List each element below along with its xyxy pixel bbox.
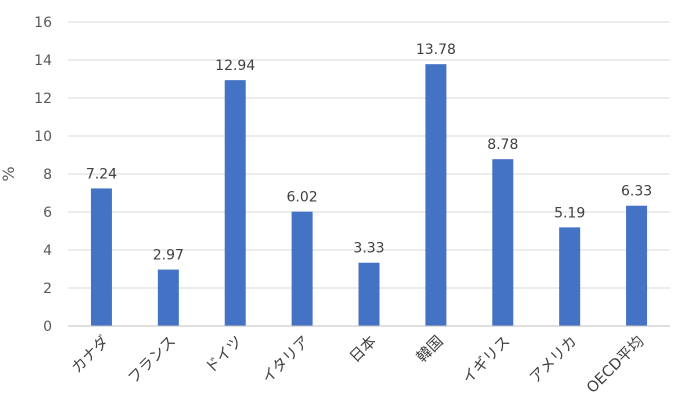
y-tick-label: 14 [34,53,52,69]
bars [90,64,648,327]
gridlines [68,21,670,289]
data-label: 7.24 [86,166,117,182]
bar [90,188,112,326]
data-label: 6.33 [621,184,652,200]
bar [291,211,313,326]
y-tick-label: 6 [43,205,52,221]
category-labels: カナダ フランス ドイツ イタリア 日本 韓国 イギリス アメリカ OECD平均 [68,332,648,397]
category-label: 日本 [346,332,380,366]
data-label: 13.78 [416,42,456,58]
y-tick-label: 16 [34,15,52,31]
category-label: ドイツ [201,332,246,377]
data-label: 8.78 [487,137,518,153]
y-tick-label: 8 [43,167,52,183]
y-axis-title: % [0,166,18,181]
bar [358,262,380,326]
bar [626,205,648,326]
data-label: 6.02 [287,190,318,206]
bar [157,269,179,326]
y-axis-ticks: 0 2 4 6 8 10 12 14 16 [34,15,52,335]
data-label: 12.94 [215,58,255,74]
bar [492,159,514,326]
data-label: 5.19 [554,205,585,221]
bar [559,227,581,326]
bar [425,64,447,327]
data-label: 2.97 [153,248,184,264]
y-tick-label: 0 [43,319,52,335]
category-label: イギリス [458,332,513,387]
y-tick-label: 10 [34,129,52,145]
category-label: イタリア [258,332,313,387]
data-labels: 7.24 2.97 12.94 6.02 3.33 13.78 8.78 5.19 6.33 [86,42,652,263]
category-label: アメリカ [526,332,581,387]
y-tick-label: 4 [43,243,52,259]
y-tick-label: 2 [43,281,52,297]
category-label: OECD平均 [583,332,648,397]
category-label: 韓国 [413,332,447,366]
y-tick-label: 12 [34,91,52,107]
category-label: カナダ [68,332,113,377]
bar [224,80,246,326]
category-label: フランス [124,332,179,387]
data-label: 3.33 [353,241,384,257]
